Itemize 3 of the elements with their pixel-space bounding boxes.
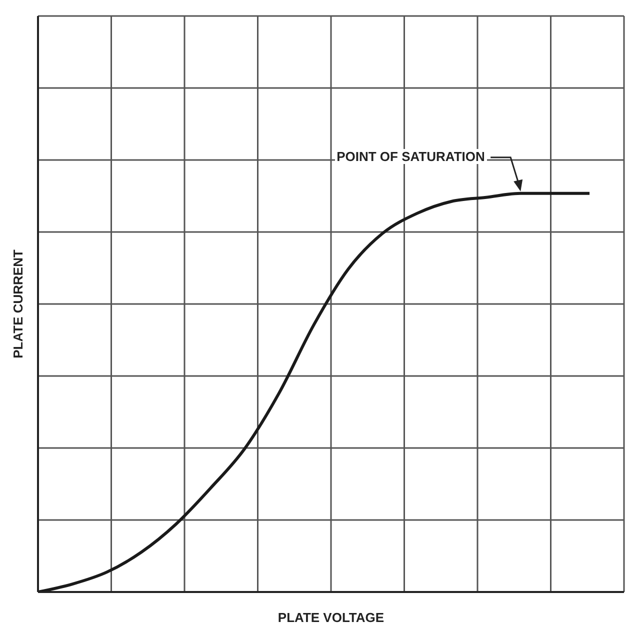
x-axis-title: PLATE VOLTAGE xyxy=(278,610,384,625)
text: POINT OF SATURATION xyxy=(334,149,487,164)
y-axis-title: PLATE CURRENT xyxy=(10,250,26,358)
